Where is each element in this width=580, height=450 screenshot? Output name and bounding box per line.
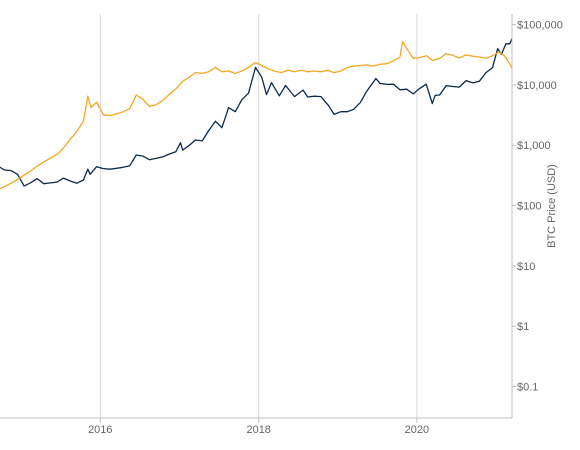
series-layer	[0, 38, 513, 190]
y-tick-label-1: $1	[517, 321, 529, 333]
y-tick-label-2: $10	[517, 261, 535, 273]
y-axis-title: BTC Price (USD)	[546, 164, 558, 248]
axis-layer: 2016 2018 2020 $0.1 $1 $10 $100 $1,000 $10,000 $1…	[0, 14, 563, 436]
x-tick-label-2020: 2020	[405, 424, 429, 436]
y-tick-label-3: $100	[517, 201, 541, 213]
grid-layer	[99, 14, 418, 418]
y-tick-label-4: $1,000	[517, 140, 551, 152]
x-tick-label-2016: 2016	[88, 424, 112, 436]
series-line-1	[0, 41, 513, 190]
x-tick-label-2018: 2018	[246, 424, 270, 436]
y-tick-label-6: $100,000	[517, 20, 563, 32]
y-tick-label-5: $10,000	[517, 80, 557, 92]
series-line-0	[0, 38, 513, 187]
y-tick-label-0: $0.1	[517, 381, 538, 393]
